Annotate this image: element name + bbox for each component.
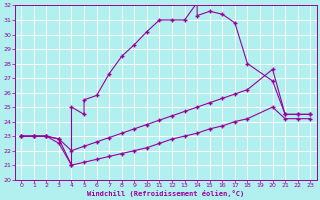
X-axis label: Windchill (Refroidissement éolien,°C): Windchill (Refroidissement éolien,°C) bbox=[87, 190, 244, 197]
